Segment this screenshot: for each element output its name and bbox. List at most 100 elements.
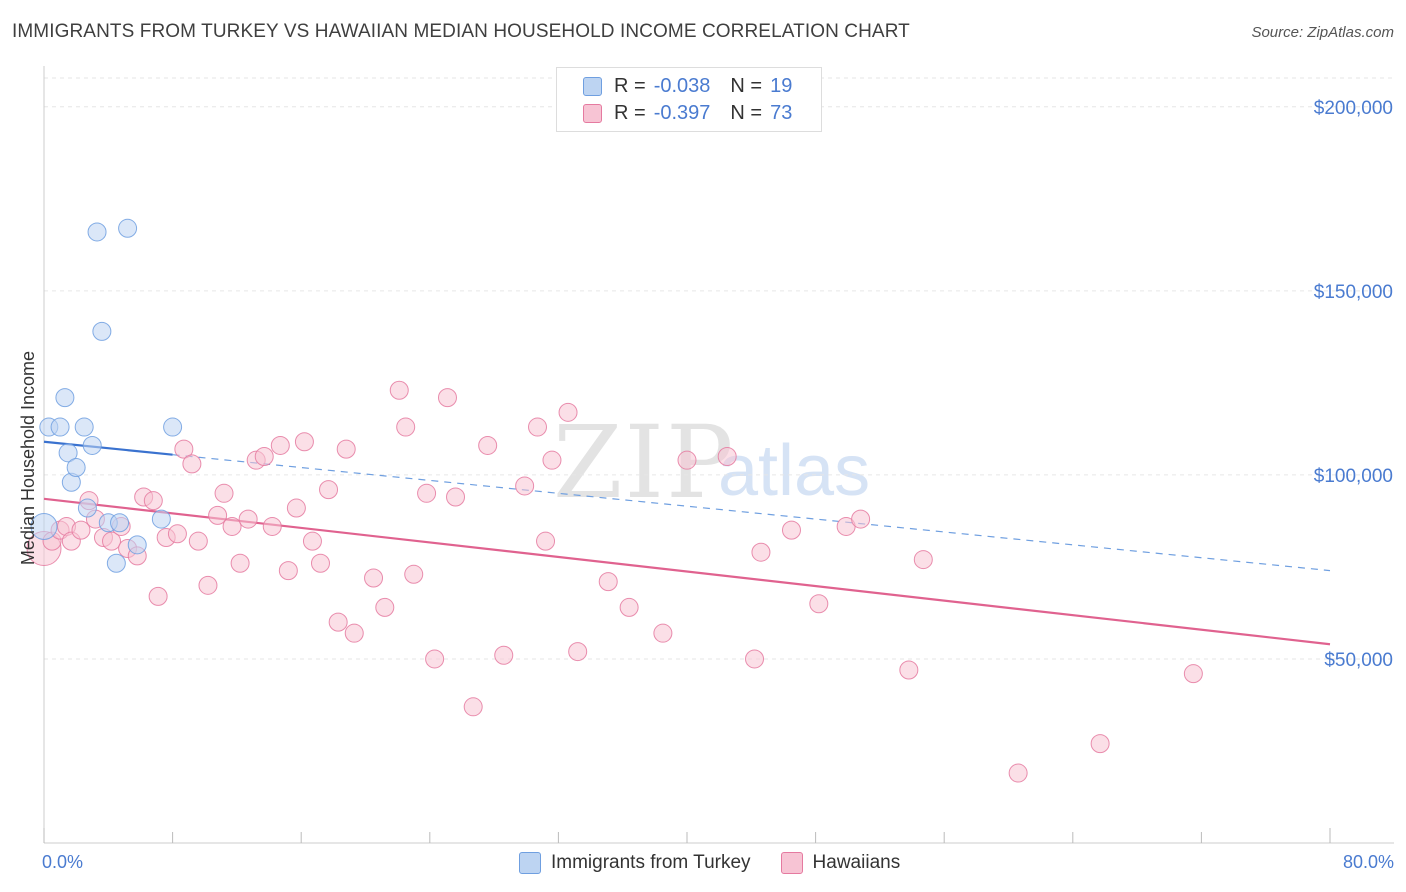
hawaiians-point-15 <box>148 586 168 606</box>
hawaiians-point-19 <box>182 454 202 474</box>
legend-n-value-hawaiians: 73 <box>770 101 793 124</box>
correlation-legend: R = -0.038 N = 19 R = -0.397 N = 73 <box>556 67 822 132</box>
turkey-trend-dashed <box>172 454 1331 572</box>
turkey-point-0 <box>30 512 58 540</box>
hawaiians-point-72 <box>1090 734 1110 754</box>
turkey-point-4 <box>58 443 78 463</box>
turkey-point-13 <box>106 553 126 573</box>
x-tick-label-max: 80.0% <box>1342 852 1394 872</box>
turkey-point-7 <box>74 417 94 437</box>
hawaiians-point-24 <box>222 516 242 536</box>
chart-source: Source: ZipAtlas.com <box>1251 24 1394 41</box>
hawaiians-point-50 <box>478 435 498 455</box>
hawaiians-point-32 <box>286 498 306 518</box>
hawaiians-point-40 <box>364 568 384 588</box>
hawaiians-point-36 <box>319 480 339 500</box>
turkey-point-16 <box>127 535 147 555</box>
turkey-point-9 <box>82 435 102 455</box>
turkey-point-18 <box>163 417 183 437</box>
hawaiians-point-42 <box>389 380 409 400</box>
legend-r-value-hawaiians: -0.397 <box>653 101 711 124</box>
legend-label-hawaiians: Hawaiians <box>812 852 901 873</box>
hawaiians-point-9 <box>102 531 122 551</box>
turkey-point-8 <box>77 498 97 518</box>
y-tick-label-2: $100,000 <box>1314 466 1393 487</box>
hawaiians-point-69 <box>899 660 919 680</box>
hawaiians-point-21 <box>198 575 218 595</box>
hawaiians-point-48 <box>446 487 466 507</box>
grid-lines <box>44 77 1394 660</box>
hawaiians-point-22 <box>208 505 228 525</box>
hawaiians-point-25 <box>230 553 250 573</box>
legend-row-hawaiians: R = -0.397 N = 73 <box>583 100 792 126</box>
hawaiians-point-30 <box>270 435 290 455</box>
hawaiians-point-56 <box>558 402 578 422</box>
hawaiians-point-60 <box>653 623 673 643</box>
turkey-point-15 <box>118 218 138 238</box>
hawaiians-point-46 <box>425 649 445 669</box>
hawaiians-point-52 <box>515 476 535 496</box>
turkey-point-3 <box>55 388 75 408</box>
hawaiians-point-14 <box>143 491 163 511</box>
hawaiians-point-61 <box>677 450 697 470</box>
hawaiians-point-39 <box>344 623 364 643</box>
turkey-point-10 <box>87 222 107 242</box>
legend-row-turkey: R = -0.038 N = 19 <box>583 73 792 99</box>
hawaiians-point-62 <box>717 447 737 466</box>
hawaiians-point-37 <box>328 612 348 632</box>
data-points <box>26 218 1203 783</box>
turkey-swatch <box>583 76 602 96</box>
x-tick-label-min: 0.0% <box>42 852 84 872</box>
turkey-legend-swatch <box>519 852 541 874</box>
y-tick-label-3: $50,000 <box>1324 650 1393 671</box>
watermark-atlas: atlas <box>718 431 871 511</box>
hawaiians-point-38 <box>336 439 356 459</box>
hawaiians-point-33 <box>294 432 314 452</box>
turkey-point-11 <box>92 321 112 341</box>
legend-n-label: N = <box>730 101 763 124</box>
y-axis-label: Median Household Income <box>18 351 38 565</box>
hawaiians-legend-swatch <box>780 852 803 874</box>
y-tick-label-1: $150,000 <box>1314 282 1393 303</box>
hawaiians-point-68 <box>851 509 871 529</box>
series-legend: Immigrants from Turkey Hawaiians <box>519 852 930 874</box>
trend-lines <box>43 440 1331 646</box>
hawaiians-point-49 <box>463 697 483 717</box>
hawaiians-point-57 <box>568 642 588 662</box>
hawaiians-point-31 <box>278 561 298 581</box>
legend-n-value-turkey: 19 <box>770 74 793 97</box>
y-tick-label-0: $200,000 <box>1314 98 1393 119</box>
hawaiians-point-71 <box>1008 763 1028 783</box>
hawaiians-swatch <box>583 103 602 123</box>
turkey-point-6 <box>66 458 86 478</box>
hawaiians-point-23 <box>214 483 234 503</box>
hawaiians-point-66 <box>809 594 829 614</box>
hawaiians-point-64 <box>751 542 771 562</box>
hawaiians-point-70 <box>913 550 933 570</box>
hawaiians-point-54 <box>536 531 556 551</box>
hawaiians-point-73 <box>1183 664 1203 684</box>
axes <box>43 66 1394 844</box>
hawaiians-point-53 <box>528 417 548 437</box>
hawaiians-point-17 <box>167 524 187 544</box>
hawaiians-point-55 <box>542 450 562 470</box>
hawaiians-point-45 <box>417 483 437 503</box>
hawaiians-point-51 <box>494 645 514 665</box>
hawaiians-point-63 <box>745 649 765 669</box>
hawaiians-point-20 <box>188 531 208 551</box>
hawaiians-trend-line <box>43 497 1331 646</box>
hawaiians-point-18 <box>174 439 194 459</box>
hawaiians-point-44 <box>404 564 424 584</box>
hawaiians-point-65 <box>781 520 801 540</box>
hawaiians-point-35 <box>310 553 330 573</box>
hawaiians-point-5 <box>71 520 91 540</box>
hawaiians-point-34 <box>302 531 322 551</box>
turkey-point-17 <box>151 509 171 529</box>
legend-n-label: N = <box>730 74 763 97</box>
y-tick-labels: $200,000 $150,000 $100,000 $50,000 <box>1314 98 1393 671</box>
hawaiians-point-47 <box>437 388 457 408</box>
turkey-point-2 <box>50 417 70 437</box>
hawaiians-point-26 <box>238 509 258 529</box>
chart-title: IMMIGRANTS FROM TURKEY VS HAWAIIAN MEDIA… <box>12 21 910 42</box>
hawaiians-point-58 <box>598 572 618 592</box>
